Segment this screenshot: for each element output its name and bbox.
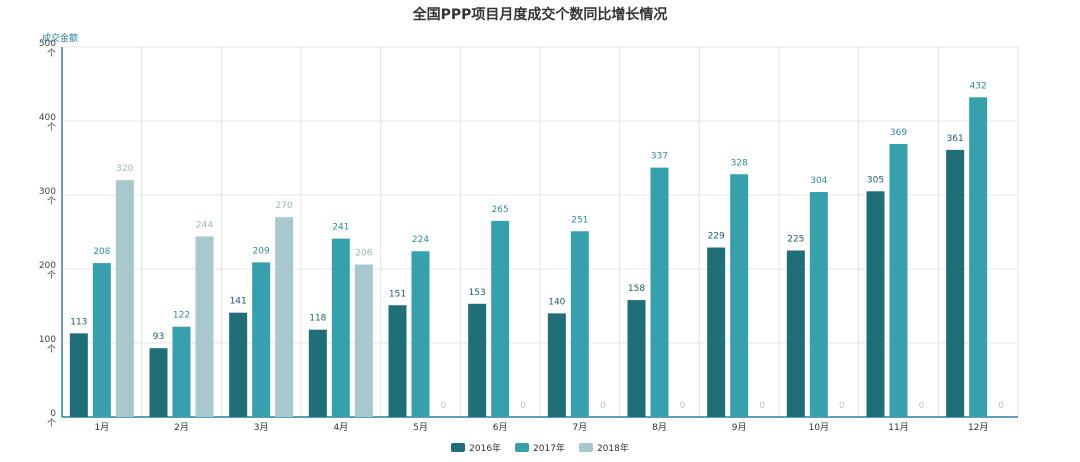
x-tick-label: 7月 — [572, 422, 587, 433]
data-label: 0 — [520, 401, 526, 411]
data-label: 0 — [680, 401, 686, 411]
data-label: 305 — [867, 175, 884, 185]
bar — [707, 247, 726, 417]
data-label: 229 — [708, 232, 725, 242]
data-label: 265 — [492, 205, 509, 215]
data-label: 113 — [70, 317, 87, 327]
bar — [946, 149, 965, 418]
bar — [115, 180, 134, 417]
x-tick-label: 9月 — [732, 422, 747, 433]
data-label: 206 — [355, 249, 372, 259]
x-tick-label: 12月 — [968, 422, 988, 433]
data-label: 225 — [787, 235, 804, 245]
x-tick-label: 5月 — [413, 422, 428, 433]
data-label: 0 — [759, 401, 765, 411]
data-label: 0 — [998, 401, 1004, 411]
data-label: 241 — [332, 223, 349, 233]
bar — [149, 348, 168, 417]
bar — [866, 191, 885, 417]
legend-item[interactable]: 2017年 — [515, 441, 565, 454]
data-label: 118 — [309, 314, 326, 324]
y-axis-label: 成交金额 — [42, 34, 79, 44]
bar — [786, 250, 805, 417]
data-label: 328 — [731, 158, 748, 168]
y-tick-label: 200 个 — [39, 261, 56, 281]
data-label: 0 — [919, 401, 925, 411]
data-label: 151 — [389, 289, 406, 299]
data-label: 93 — [153, 332, 164, 342]
bar — [809, 192, 828, 417]
bar — [969, 97, 988, 417]
x-tick-label: 2月 — [174, 422, 189, 433]
x-tick-label: 10月 — [809, 422, 829, 433]
bar — [491, 220, 510, 417]
data-label: 224 — [412, 235, 429, 245]
legend-label: 2017年 — [533, 444, 565, 454]
legend-swatch — [451, 443, 466, 452]
data-label: 209 — [253, 246, 270, 256]
data-label: 369 — [890, 128, 907, 138]
bar — [547, 313, 566, 417]
bar — [308, 329, 327, 417]
data-label: 208 — [93, 247, 110, 257]
data-label: 0 — [441, 401, 447, 411]
bar — [388, 305, 407, 417]
bar — [889, 143, 908, 417]
data-label: 140 — [548, 297, 565, 307]
y-tick-label: 100 个 — [39, 335, 56, 355]
y-tick-label: 400 个 — [39, 113, 56, 133]
legend-label: 2018年 — [596, 444, 629, 454]
bar — [331, 238, 350, 417]
data-label: 158 — [628, 284, 645, 294]
data-label: 153 — [469, 288, 486, 298]
data-label: 244 — [196, 220, 213, 230]
legend-swatch — [578, 443, 593, 452]
x-tick-label: 1月 — [94, 422, 109, 433]
data-label: 361 — [947, 134, 964, 144]
legend-label: 2016年 — [469, 444, 502, 454]
x-tick-label: 4月 — [333, 422, 348, 433]
data-label: 251 — [571, 215, 588, 225]
x-tick-label: 8月 — [652, 422, 667, 433]
bar — [411, 251, 430, 417]
bar — [69, 333, 88, 417]
bar — [570, 231, 589, 417]
bar — [650, 167, 669, 417]
x-tick-label: 6月 — [493, 422, 508, 433]
legend-item[interactable]: 2016年 — [451, 441, 501, 454]
y-tick-label: 300 个 — [39, 187, 56, 207]
bar — [627, 300, 646, 417]
data-label: 320 — [116, 164, 133, 174]
x-tick-label: 3月 — [254, 422, 269, 433]
bar — [195, 236, 214, 417]
bar — [354, 264, 373, 417]
data-label: 270 — [276, 201, 293, 211]
data-label: 304 — [810, 176, 827, 186]
bar — [92, 263, 111, 417]
bar — [275, 217, 294, 417]
legend: 2016年 2017年 2018年 — [0, 441, 1080, 454]
bar — [229, 312, 248, 417]
data-label: 0 — [839, 401, 845, 411]
bar — [468, 303, 487, 417]
legend-item[interactable]: 2018年 — [578, 441, 629, 454]
x-tick-label: 11月 — [888, 422, 908, 433]
data-label: 122 — [173, 311, 190, 321]
chart-title: 全国PPP项目月度成交个数同比增长情况 — [412, 7, 668, 23]
bar — [730, 174, 749, 417]
data-label: 141 — [230, 297, 247, 307]
data-label: 432 — [970, 81, 987, 91]
y-tick-label: 500 个 — [39, 39, 56, 59]
data-label: 0 — [600, 401, 606, 411]
data-label: 337 — [651, 152, 668, 162]
legend-swatch — [515, 443, 530, 452]
bar — [172, 326, 191, 417]
bar — [252, 262, 271, 417]
